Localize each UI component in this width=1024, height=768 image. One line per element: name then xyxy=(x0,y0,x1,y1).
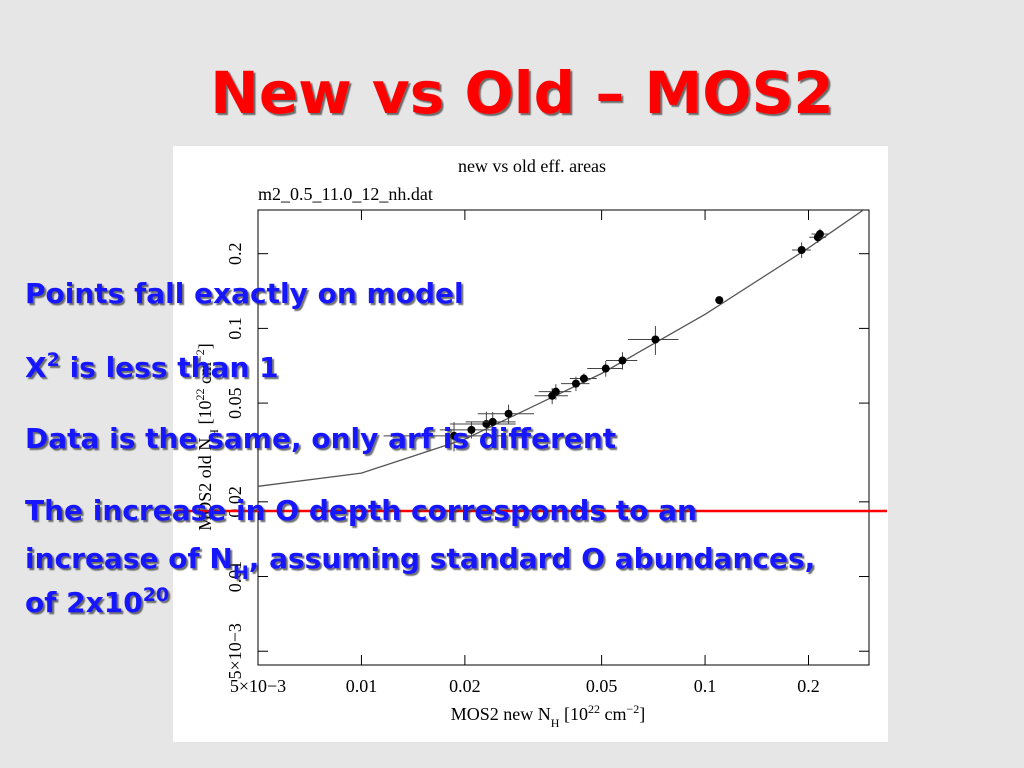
data-point xyxy=(715,296,724,305)
script-text: H xyxy=(551,716,560,730)
text-run: ] xyxy=(639,704,645,724)
x-axis-label: MOS2 new NH [1022 cm−2] xyxy=(451,702,645,730)
x-tick-label: 0.1 xyxy=(694,676,717,696)
model-line xyxy=(258,210,865,487)
plot-frame xyxy=(257,209,870,666)
data-point xyxy=(504,409,513,418)
data-point xyxy=(488,417,497,426)
data-point xyxy=(815,230,824,239)
text-run: X xyxy=(25,351,47,384)
chart-title: new vs old eff. areas xyxy=(458,156,606,176)
text-run: Data is the same, only arf is different xyxy=(25,422,616,455)
bullet-line: Data is the same, only arf is different xyxy=(25,422,616,455)
x-tick-label: 0.02 xyxy=(449,676,481,696)
data-point xyxy=(601,364,610,373)
y-tick-label: 5×10−3 xyxy=(225,623,245,679)
text-run: MOS2 new N xyxy=(451,704,551,724)
x-tick-label: 5×10−3 xyxy=(230,676,286,696)
chart: new vs old eff. areas m2_0.5_11.0_12_nh.d… xyxy=(193,156,869,730)
data-point xyxy=(797,245,806,254)
text-run: [10 xyxy=(559,704,588,724)
text-run: The increase in O depth corresponds to a… xyxy=(25,494,697,527)
text-run: Points fall exactly on model xyxy=(25,277,464,310)
script-text: H xyxy=(233,562,249,584)
data-point xyxy=(450,431,459,440)
bullet-line: Points fall exactly on model xyxy=(25,277,464,310)
x-tick-label: 0.05 xyxy=(586,676,618,696)
script-text: −2 xyxy=(626,702,639,716)
script-text: 2 xyxy=(47,349,60,371)
bullet-line: of 2x1020 xyxy=(25,584,169,619)
chart-subtitle: m2_0.5_11.0_12_nh.dat xyxy=(258,184,433,204)
slide-title: New vs Old – MOS2 xyxy=(210,59,833,127)
data-point xyxy=(618,356,627,365)
text-run: increase of N xyxy=(25,542,233,575)
y-axis-label: MOS2 old NH [1022 cm−2] xyxy=(193,343,221,530)
x-tick-label: 0.2 xyxy=(797,676,820,696)
text-run: cm xyxy=(600,704,627,724)
data-point xyxy=(571,379,580,388)
text-run: [10 xyxy=(195,401,215,430)
y-tick-label: 0.01 xyxy=(225,561,245,593)
script-text: −2 xyxy=(193,349,207,362)
y-tick-label: 0.05 xyxy=(225,387,245,419)
script-text: 20 xyxy=(143,584,169,606)
text-run: MOS2 old N xyxy=(195,438,215,531)
text-run: cm xyxy=(195,362,215,389)
y-tick-label: 0.1 xyxy=(225,317,245,340)
script-text: 22 xyxy=(193,389,207,401)
y-tick-label: 0.02 xyxy=(225,486,245,518)
text-run: of 2x10 xyxy=(25,586,143,619)
bullet-line: The increase in O depth corresponds to a… xyxy=(25,494,697,527)
text-run: ] xyxy=(195,343,215,349)
chart-image xyxy=(173,146,888,742)
data-point xyxy=(579,374,588,383)
script-text: 22 xyxy=(588,702,600,716)
script-text: H xyxy=(207,429,221,438)
data-point xyxy=(467,425,476,434)
text-run: , assuming standard O abundances, xyxy=(249,542,816,575)
y-tick-label: 0.2 xyxy=(225,242,245,264)
data-point xyxy=(551,387,560,396)
bullet-line: increase of NH, assuming standard O abun… xyxy=(25,542,815,584)
bullets: Points fall exactly on model X2 is less t… xyxy=(25,277,815,619)
x-tick-label: 0.01 xyxy=(346,676,378,696)
text-run: is less than 1 xyxy=(60,351,279,384)
bullet-line: X2 is less than 1 xyxy=(25,349,279,384)
data-point xyxy=(651,335,660,344)
